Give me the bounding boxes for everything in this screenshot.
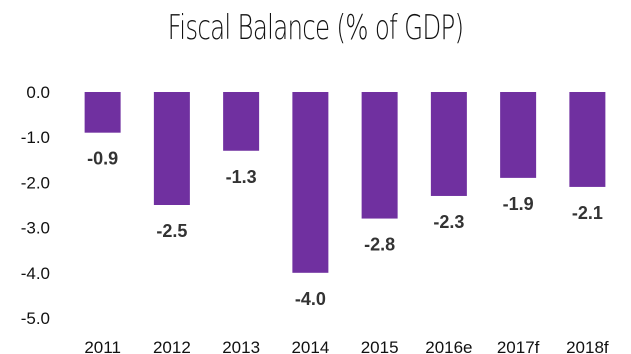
y-tick-label: 0.0: [26, 83, 50, 102]
bar-2018f: [569, 92, 606, 187]
y-tick-label: -1.0: [21, 128, 50, 147]
x-tick-label-2012: 2012: [153, 338, 191, 354]
bars: [84, 92, 606, 273]
bar-2017f: [500, 92, 537, 178]
y-tick-label: -4.0: [21, 264, 50, 283]
data-label-2011: -0.9: [87, 149, 118, 169]
x-tick-label-2014: 2014: [291, 338, 329, 354]
data-label-2014: -4.0: [295, 289, 326, 309]
bar-2015: [361, 92, 398, 219]
y-axis: 0.0 -1.0 -2.0 -3.0 -4.0 -5.0: [21, 83, 50, 328]
data-label-2013: -1.3: [226, 167, 257, 187]
x-tick-label-2016e: 2016e: [425, 338, 472, 354]
y-tick-label: -5.0: [21, 309, 50, 328]
data-label-2015: -2.8: [364, 235, 395, 255]
x-tick-label-2015: 2015: [361, 338, 399, 354]
chart-title: Fiscal Balance (% of GDP): [167, 8, 464, 48]
data-label-2017f: -1.9: [503, 194, 534, 214]
x-tick-label-2017f: 2017f: [497, 338, 540, 354]
x-tick-label-2011: 2011: [84, 338, 121, 354]
x-tick-label-2018f: 2018f: [566, 338, 609, 354]
bar-2011: [84, 92, 121, 133]
data-label-2012: -2.5: [156, 221, 187, 241]
x-axis: 2011 2012 2013 2014 2015 2016e 2017f 2018f: [84, 338, 609, 354]
data-label-2018f: -2.1: [572, 203, 603, 223]
y-tick-label: -2.0: [21, 173, 50, 192]
data-label-2016e: -2.3: [433, 212, 464, 232]
data-labels: -0.9 -2.5 -1.3 -4.0 -2.8 -2.3 -1.9 -2.1: [87, 149, 603, 309]
x-tick-label-2013: 2013: [222, 338, 260, 354]
bar-2014: [292, 92, 329, 273]
bar-2012: [153, 92, 190, 205]
bar-2013: [223, 92, 260, 151]
bar-2016e: [430, 92, 467, 196]
y-tick-label: -3.0: [21, 219, 50, 238]
